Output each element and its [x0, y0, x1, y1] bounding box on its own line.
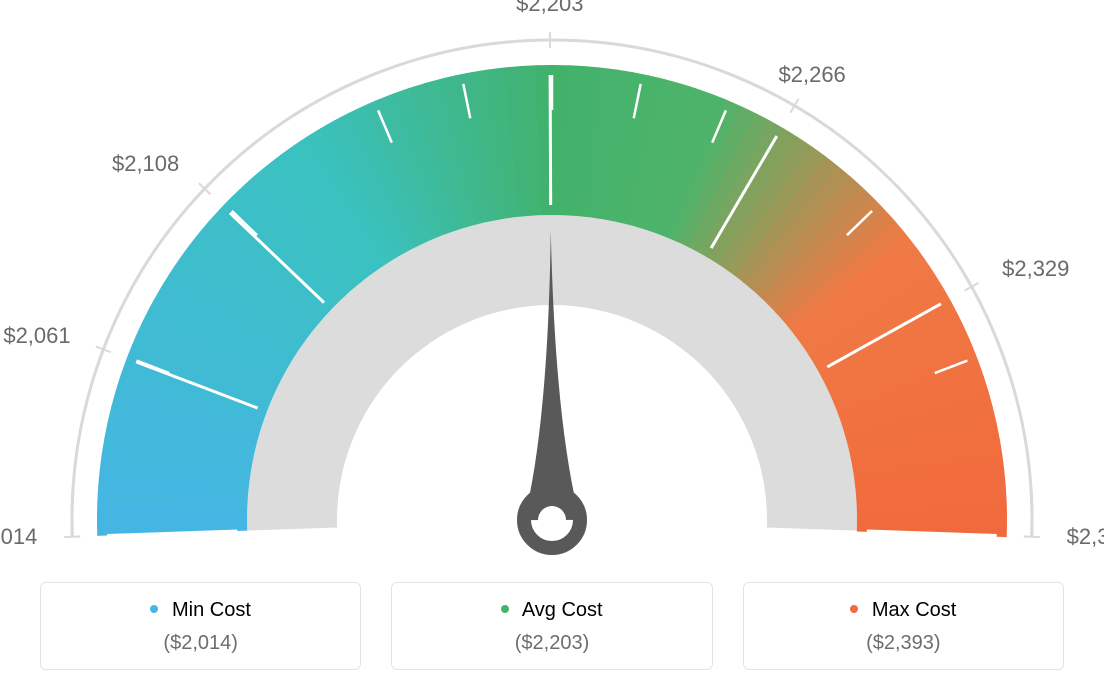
legend-title-avg: Avg Cost — [392, 599, 711, 622]
gauge-tick-label: $2,266 — [772, 62, 852, 88]
gauge-svg — [0, 0, 1104, 580]
gauge-tick-label: $2,014 — [0, 524, 37, 550]
legend-row: Min Cost ($2,014) Avg Cost ($2,203) Max … — [40, 582, 1064, 670]
legend-value-min: ($2,014) — [41, 632, 360, 655]
legend-title-text: Avg Cost — [522, 599, 603, 621]
dot-icon — [850, 605, 858, 613]
legend-title-text: Min Cost — [172, 599, 251, 621]
gauge-tick-label: $2,329 — [1002, 256, 1069, 282]
legend-title-min: Min Cost — [41, 599, 360, 622]
legend-title-max: Max Cost — [744, 599, 1063, 622]
gauge-tick-label: $2,061 — [0, 323, 71, 349]
legend-card-max: Max Cost ($2,393) — [743, 582, 1064, 670]
dot-icon — [501, 605, 509, 613]
gauge-area: $2,014 $2,061 $2,108 $2,203 $2,266 $2,329 $2,3… — [0, 0, 1104, 560]
legend-value-avg: ($2,203) — [392, 632, 711, 655]
dot-icon — [150, 605, 158, 613]
legend-card-avg: Avg Cost ($2,203) — [391, 582, 712, 670]
cost-gauge-widget: $2,014 $2,061 $2,108 $2,203 $2,266 $2,329 $2,3… — [0, 0, 1104, 690]
gauge-tick-label: $2,203 — [510, 0, 590, 17]
gauge-tick-label: $2,393 — [1067, 524, 1104, 550]
legend-card-min: Min Cost ($2,014) — [40, 582, 361, 670]
legend-title-text: Max Cost — [872, 599, 956, 621]
gauge-tick-label: $2,108 — [99, 151, 179, 177]
legend-value-max: ($2,393) — [744, 632, 1063, 655]
